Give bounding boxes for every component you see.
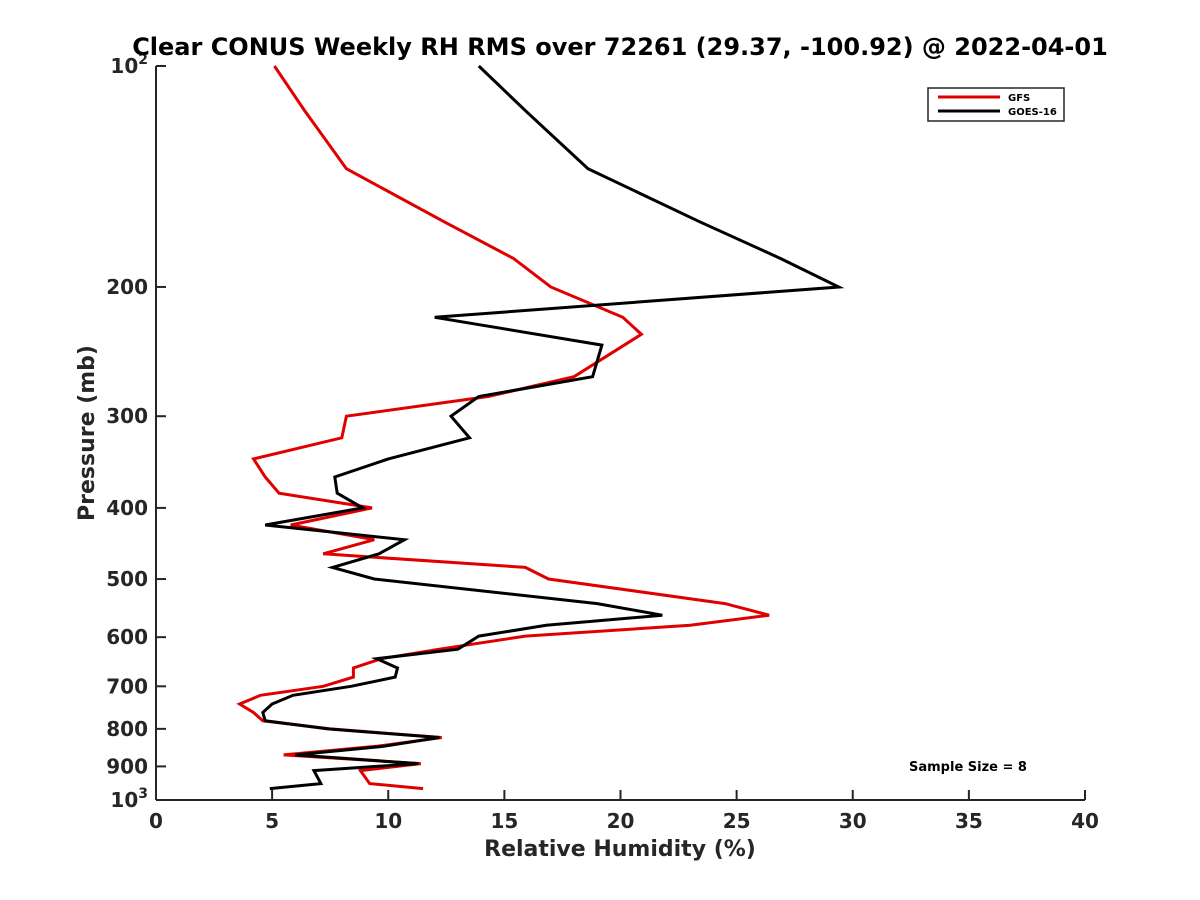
y-tick-label: 103 [110,786,148,812]
x-tick-label: 30 [839,809,867,833]
x-tick-label: 0 [149,809,163,833]
y-tick-label: 600 [106,625,148,649]
x-tick-label: 15 [490,809,518,833]
y-tick-label: 700 [106,674,148,698]
x-tick-label: 10 [374,809,402,833]
y-tick-label: 200 [106,275,148,299]
y-tick-label: 800 [106,717,148,741]
x-tick-label: 5 [265,809,279,833]
x-tick-label: 35 [955,809,983,833]
legend: GFS GOES-16 [927,87,1065,122]
plot-series [236,64,845,791]
axes [155,65,1086,801]
series-line-gfs [236,65,770,791]
y-tick-label: 102 [110,52,148,78]
x-tick-label: 25 [723,809,751,833]
y-axis-title: Pressure (mb) [75,345,100,521]
sample-size-annotation: Sample Size = 8 [909,760,1027,775]
y-tick-label: 300 [106,404,148,428]
legend-label: GFS [1008,93,1030,104]
legend-box [927,87,1065,122]
legend-label: GOES-16 [1008,107,1057,118]
x-tick-label: 20 [607,809,635,833]
series-line-goes-16 [261,64,845,791]
y-tick-label: 900 [106,754,148,778]
tick-labels: 0 5 10 15 20 25 30 35 40 102 200 300 400 500 600 700 800… [106,52,1099,833]
chart-title: Clear CONUS Weekly RH RMS over 72261 (29… [132,33,1108,61]
y-tick-label: 500 [106,567,148,591]
y-tick-label: 400 [106,496,148,520]
x-tick-label: 40 [1071,809,1099,833]
x-axis-title: Relative Humidity (%) [484,837,756,862]
